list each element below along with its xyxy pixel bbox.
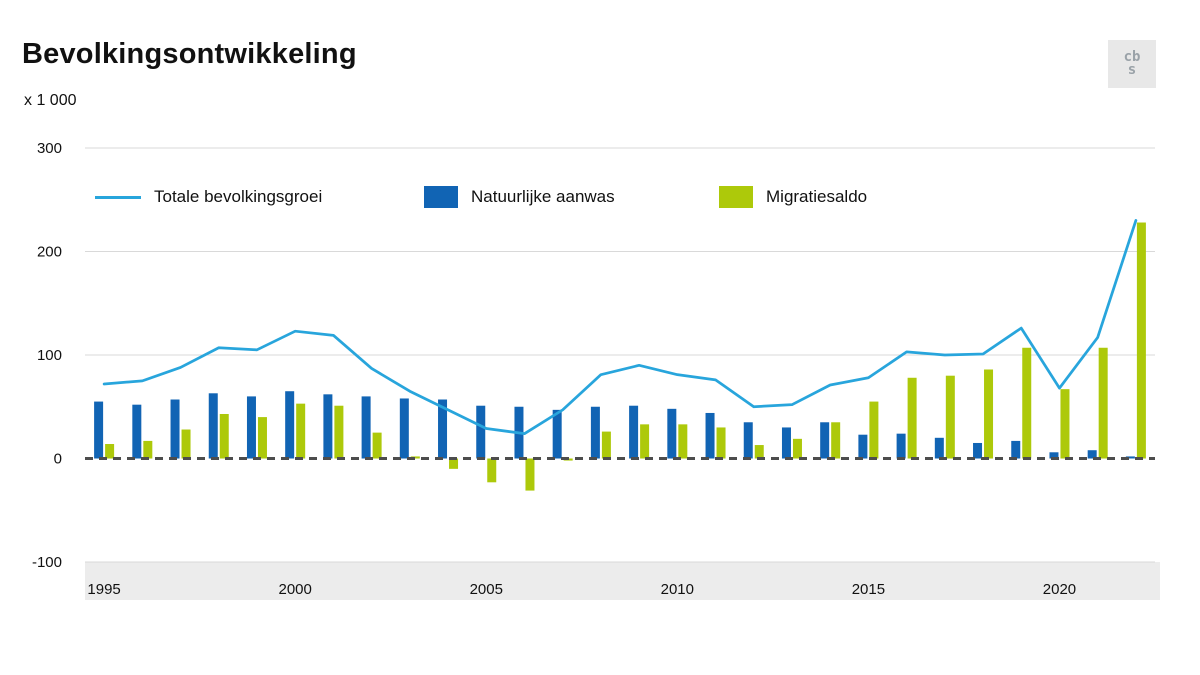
cbs-logo: cb s	[1108, 40, 1156, 88]
svg-text:2020: 2020	[1043, 581, 1076, 598]
cbs-logo-text-line1: cb	[1123, 49, 1141, 65]
svg-text:100: 100	[37, 347, 62, 364]
migration-series-swatch-icon	[719, 186, 753, 208]
legend-item-natural-increase: Natuurlijke aanwas	[424, 186, 615, 208]
svg-text:2010: 2010	[661, 581, 694, 598]
svg-text:300: 300	[37, 140, 62, 157]
cbs-logo-text-line2: s	[1127, 62, 1137, 78]
svg-text:-100: -100	[32, 554, 62, 571]
svg-text:1995: 1995	[87, 581, 120, 598]
svg-text:0: 0	[54, 451, 62, 468]
legend-label: Natuurlijke aanwas	[471, 187, 615, 206]
legend-label: Migratiesaldo	[766, 187, 868, 206]
svg-text:2005: 2005	[470, 581, 503, 598]
svg-text:2000: 2000	[278, 581, 311, 598]
svg-text:2015: 2015	[852, 581, 885, 598]
page-title: Bevolkingsontwikkeling	[22, 38, 357, 70]
line-series-swatch-icon	[95, 195, 141, 199]
legend-item-migration-balance: Migratiesaldo	[719, 186, 867, 208]
legend-label: Totale bevolkingsgroei	[154, 187, 323, 206]
unit-label: x 1 000	[24, 92, 77, 109]
legend-item-total-growth: Totale bevolkingsgroei	[95, 186, 322, 208]
natural-series-swatch-icon	[424, 186, 458, 208]
svg-text:200: 200	[37, 244, 62, 261]
